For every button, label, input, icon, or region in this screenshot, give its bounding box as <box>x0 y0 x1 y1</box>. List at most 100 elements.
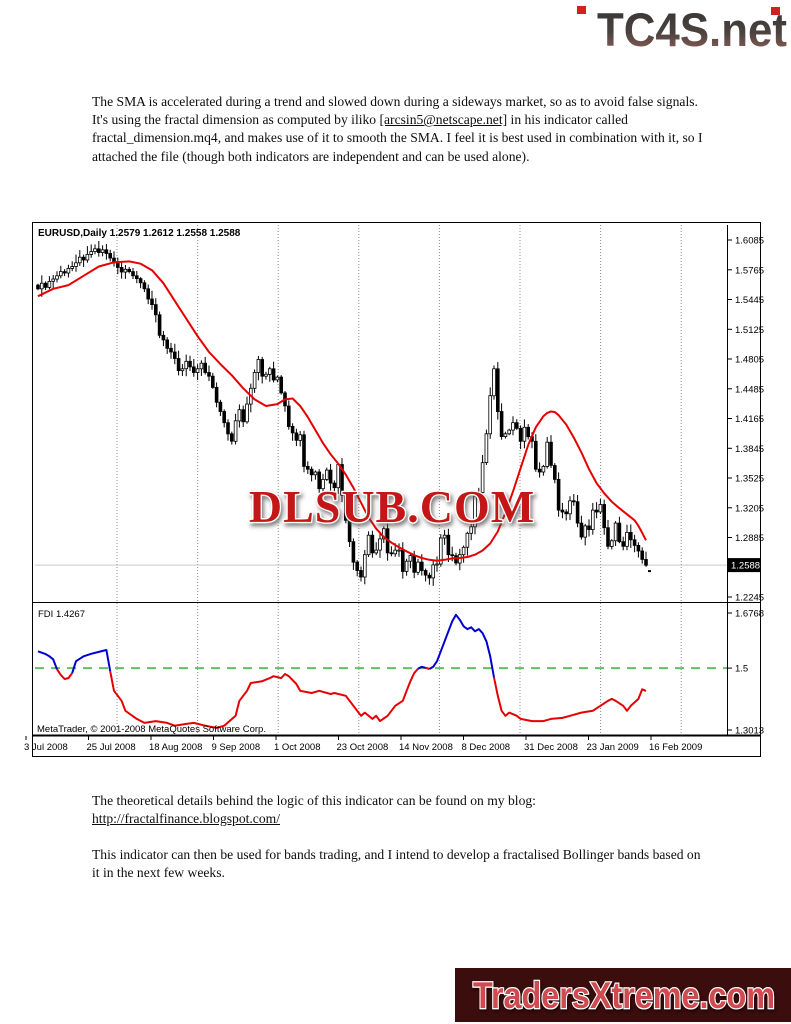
candle-body <box>226 422 230 435</box>
date-tick-label: 16 Feb 2009 <box>649 742 702 753</box>
candle-body <box>503 433 508 438</box>
email-link[interactable]: [arcsin5@netscape.net] <box>379 112 508 128</box>
candle-body <box>85 254 90 261</box>
candle-body <box>36 284 40 290</box>
fdi-line-segment <box>37 650 58 670</box>
candle-body <box>518 427 523 442</box>
candle-body <box>172 351 177 359</box>
candle-body <box>317 471 321 490</box>
candle-body <box>203 362 208 373</box>
candle-body <box>606 527 610 547</box>
candle-body <box>560 509 565 513</box>
intro-text-pre: The SMA is accelerated during a trend an… <box>92 94 698 128</box>
date-tick-label: 14 Nov 2008 <box>399 742 453 753</box>
candle-body <box>135 275 139 279</box>
candle-body <box>302 434 306 467</box>
candle-body <box>514 422 519 429</box>
date-tick-label: 23 Oct 2008 <box>337 742 389 753</box>
date-tick-label: 31 Dec 2008 <box>524 742 578 753</box>
candle-body <box>256 359 261 373</box>
date-tick-label: 25 Jul 2008 <box>87 742 136 753</box>
intro-text-post: in his indicator called fractal_dimensio… <box>92 112 703 164</box>
candle-body <box>195 368 200 373</box>
candle-body <box>305 465 310 470</box>
fdi-line-segment <box>425 666 430 670</box>
candle-body <box>286 405 291 427</box>
candle-body <box>252 372 257 389</box>
price-tick-label: 1.4165 <box>735 414 764 425</box>
candle-body <box>404 560 409 572</box>
candle-body <box>419 561 424 571</box>
fdi-line-segment <box>428 613 495 678</box>
candle-body <box>309 468 314 476</box>
current-price-badge <box>727 558 760 573</box>
candle-body <box>191 366 196 373</box>
candle-body <box>644 558 648 566</box>
price-tick-label: 1.2245 <box>735 593 764 604</box>
candle-body <box>207 372 211 377</box>
candle-body <box>313 471 318 476</box>
candle-body <box>572 500 576 503</box>
candle-body <box>43 282 48 288</box>
candle-body <box>267 368 272 375</box>
price-tick-label: 1.5445 <box>735 295 764 306</box>
candle-body <box>70 266 74 269</box>
date-tick-label: 9 Sep 2008 <box>212 742 261 753</box>
candle-body <box>81 256 86 261</box>
candle-body <box>108 253 113 259</box>
candle-body <box>423 570 428 576</box>
candle-body <box>397 549 401 552</box>
candle-body <box>545 441 549 467</box>
candle-body <box>298 434 302 441</box>
fdi-line-segment <box>109 668 419 729</box>
price-tick-label: 1.3525 <box>735 474 764 485</box>
chart-symbol-title: EURUSD,Daily 1.2579 1.2612 1.2558 1.2588 <box>38 228 241 239</box>
fdi-tick-label: 1.5 <box>735 664 748 675</box>
candle-body <box>526 426 530 438</box>
tradersxtreme-banner: TradersXtreme.com <box>455 968 791 1022</box>
candle-body <box>511 422 515 431</box>
candle-body <box>184 360 189 370</box>
candle-body <box>154 304 158 316</box>
candle-body <box>89 251 93 255</box>
fdi-line-segment <box>56 668 73 680</box>
candle-body <box>146 288 151 300</box>
price-tick-label: 1.3205 <box>735 503 764 514</box>
date-tick-label: 18 Aug 2008 <box>149 742 202 753</box>
candle-body <box>374 549 378 554</box>
blog-link[interactable]: http://fractalfinance.blogspot.com/ <box>92 811 280 827</box>
candle-body <box>568 500 572 515</box>
candle-body <box>636 544 641 552</box>
candle-body <box>355 561 359 571</box>
candle-body <box>138 278 143 284</box>
candle-body <box>598 504 603 513</box>
candle-body <box>351 541 356 563</box>
blog-paragraph: The theoretical details behind the logic… <box>92 792 710 828</box>
candle-body <box>381 528 386 540</box>
date-tick-label: 1 Oct 2008 <box>274 742 320 753</box>
candle-body <box>378 538 382 551</box>
candle-body <box>446 534 451 556</box>
candle-body <box>343 494 348 521</box>
dlsub-watermark: DLSUB.COM <box>249 481 535 532</box>
candle-body <box>245 403 249 423</box>
candle-body <box>66 268 71 274</box>
candle-body <box>587 525 591 530</box>
candle-body <box>78 256 82 264</box>
candle-body <box>442 534 447 539</box>
candle-body <box>188 360 192 368</box>
sma-line <box>37 260 647 562</box>
price-tick-label: 1.5125 <box>735 325 764 336</box>
candle-body <box>454 555 458 564</box>
candle-body <box>222 411 227 424</box>
candle-body <box>199 362 204 370</box>
candle-body <box>279 376 284 394</box>
candle-body <box>169 347 173 353</box>
candle-body <box>180 368 185 372</box>
candle-body <box>340 464 344 496</box>
candle-body <box>465 532 470 548</box>
candle-body <box>640 550 644 560</box>
candle-body <box>549 441 553 466</box>
candlestick-series <box>36 241 648 586</box>
